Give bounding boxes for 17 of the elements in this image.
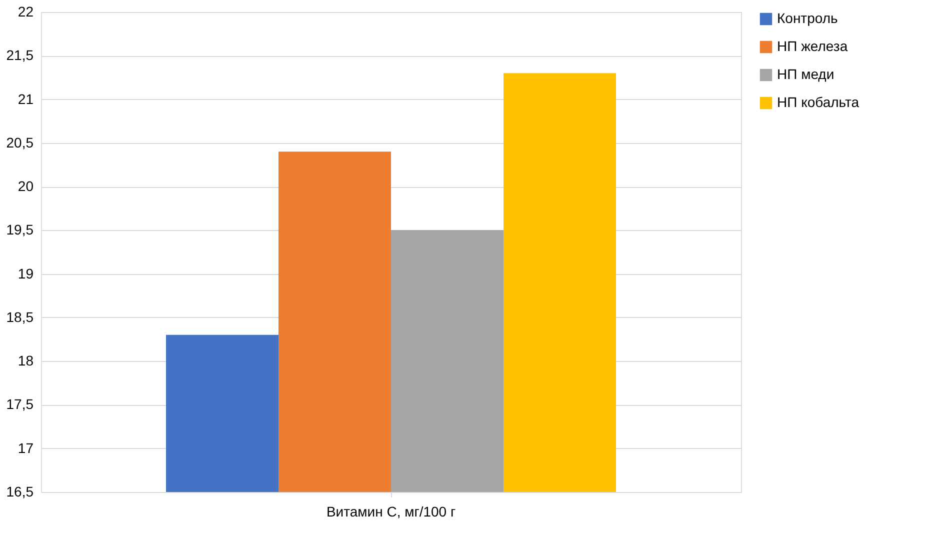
y-tick-label: 20 <box>18 178 34 194</box>
legend-label: НП меди <box>777 66 834 82</box>
x-tick-label: Витамин С, мг/100 г <box>326 504 456 520</box>
legend-label: НП кобальта <box>777 94 860 110</box>
legend-label: НП железа <box>777 38 848 54</box>
y-tick-label: 21,5 <box>6 47 34 64</box>
y-tick-label: 18 <box>18 352 34 369</box>
y-tick-label: 17,5 <box>6 396 34 412</box>
legend-label: Контроль <box>777 10 838 26</box>
y-tick-label: 19 <box>18 265 34 282</box>
y-tick-label: 17 <box>18 440 34 456</box>
y-tick-label: 22 <box>18 4 34 20</box>
y-tick-label: 18,5 <box>6 308 34 325</box>
y-tick-label: 16,5 <box>6 484 34 500</box>
y-tick-label: 21 <box>18 90 34 107</box>
y-tick-label: 20,5 <box>6 134 34 150</box>
y-tick-label: 19,5 <box>6 222 34 238</box>
